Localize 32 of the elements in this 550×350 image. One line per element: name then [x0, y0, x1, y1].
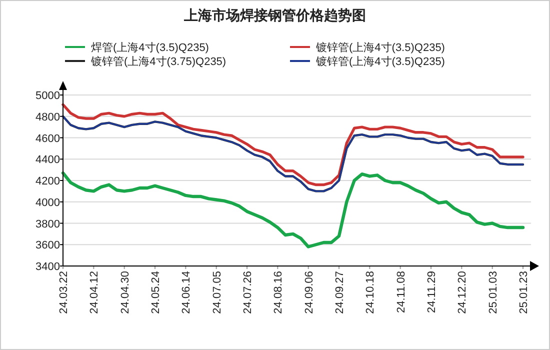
y-tick-label: 5000 [36, 90, 60, 102]
x-tick-label: 24.04.12 [88, 271, 101, 314]
x-tick-label: 24.08.16 [272, 271, 285, 314]
x-tick-label: 25.01.03 [487, 271, 500, 314]
legend-label: 镀锌管(上海4寸(3.75)Q235) [90, 55, 226, 68]
x-tick-label: 24.10.18 [364, 271, 377, 314]
x-tick-label: 24.07.05 [211, 271, 224, 314]
x-tick-label: 24.06.14 [180, 271, 193, 314]
legend-label: 焊管(上海4寸(3.5)Q235) [91, 41, 209, 54]
line-series [61, 171, 525, 248]
y-tick-label: 4000 [36, 196, 60, 209]
x-tick-label: 24.03.22 [58, 271, 70, 314]
y-tick-label: 4600 [36, 132, 60, 145]
line-series [62, 103, 524, 186]
y-tick-label: 4400 [36, 154, 60, 166]
x-tick-label: 24.11.29 [426, 271, 438, 314]
legend-label: 镀锌管(上海4寸(3.5)Q235) [315, 55, 445, 68]
y-tick-label: 4800 [36, 111, 60, 124]
y-tick-label: 3600 [36, 240, 60, 252]
y-tick-label: 3800 [36, 218, 60, 230]
y-tick-label: 3400 [36, 261, 60, 273]
x-tick-label: 24.07.26 [242, 271, 254, 314]
x-tick-label: 25.01.23 [518, 271, 530, 314]
x-tick-label: 24.04.30 [119, 271, 132, 314]
x-tick-label: 24.11.08 [395, 271, 408, 314]
chart-title: 上海市场焊接钢管价格趋势图 [183, 7, 366, 23]
x-tick-label: 24.05.24 [150, 271, 162, 314]
legend-label: 镀锌管(上海4寸(3.5)Q235) [315, 41, 445, 54]
x-tick-label: 24.12.20 [456, 271, 469, 314]
y-tick-label: 4200 [36, 176, 60, 188]
x-tick-label: 24.09.27 [334, 271, 346, 314]
x-tick-label: 24.09.06 [303, 271, 316, 314]
